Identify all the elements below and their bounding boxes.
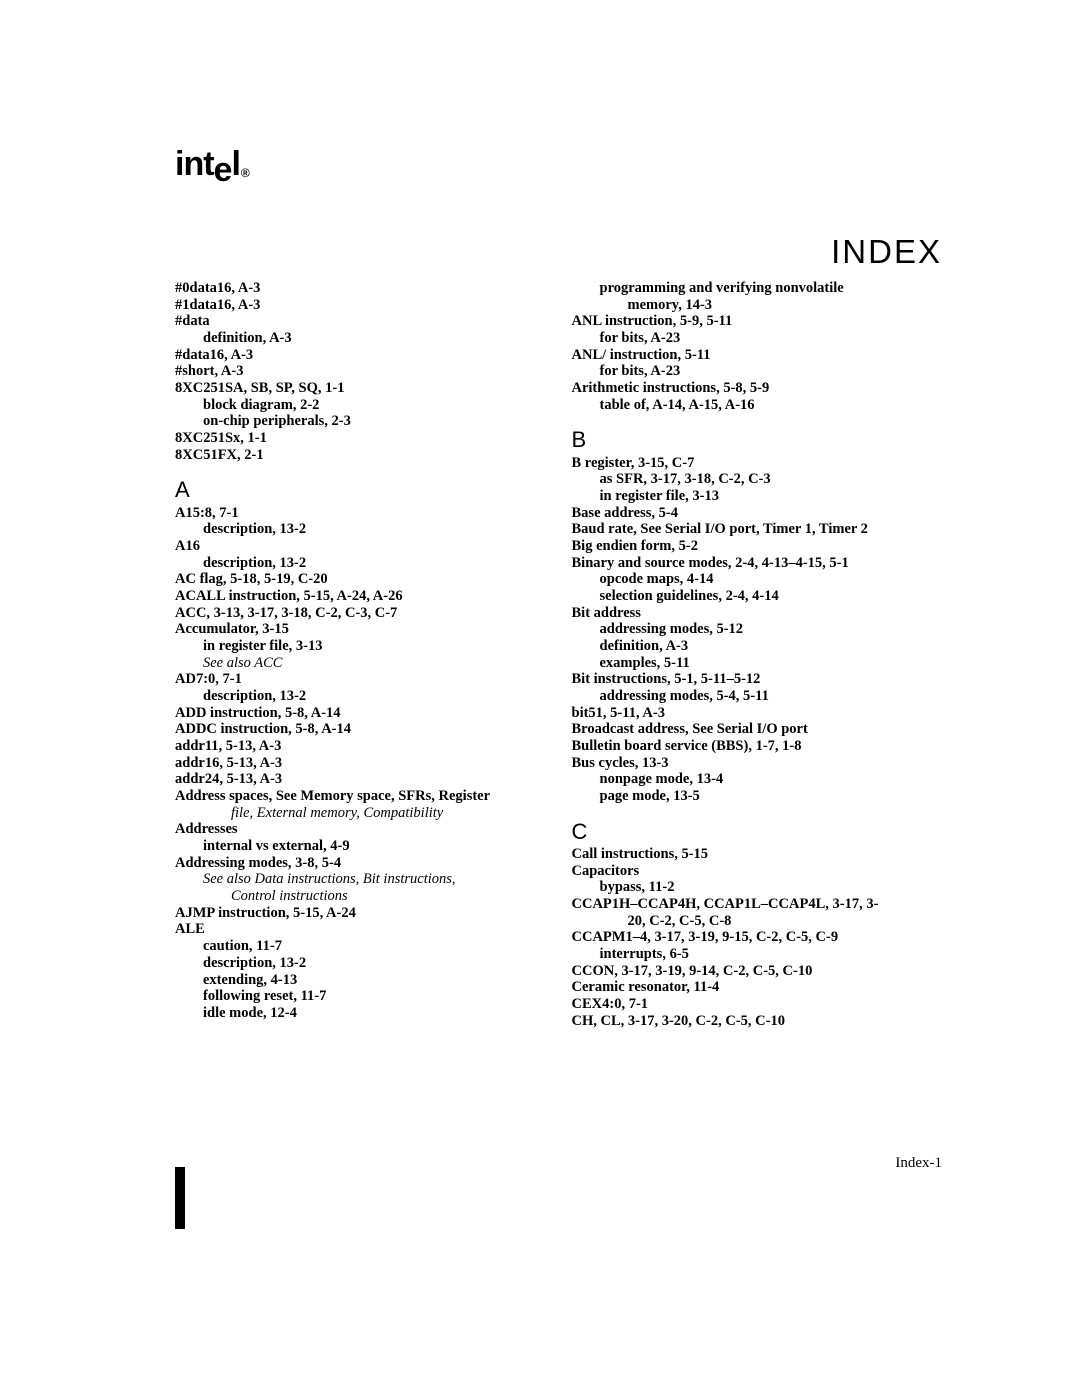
index-line: See also Data instructions, Bit instruct… (203, 871, 546, 888)
index-line: description, 13-2 (203, 955, 546, 972)
index-line: definition, A-3 (600, 638, 943, 655)
index-line: Base address, 5-4 (572, 505, 943, 522)
index-line: Broadcast address, See Serial I/O port (572, 721, 943, 738)
index-line: addressing modes, 5-12 (600, 621, 943, 638)
index-line: A15:8, 7-1 (175, 505, 546, 522)
index-line: B (572, 427, 943, 452)
index-line: bit51, 5-11, A-3 (572, 705, 943, 722)
index-line: CCAPM1–4, 3-17, 3-19, 9-15, C-2, C-5, C-… (572, 929, 943, 946)
index-line: AD7:0, 7-1 (175, 671, 546, 688)
index-line: on-chip peripherals, 2-3 (203, 413, 546, 430)
index-line: for bits, A-23 (600, 363, 943, 380)
index-line: #short, A-3 (175, 363, 546, 380)
index-line: 8XC51FX, 2-1 (175, 447, 546, 464)
page-title: INDEX (831, 233, 942, 271)
intel-logo: intel® (175, 145, 248, 184)
page-number: Index-1 (895, 1155, 942, 1172)
index-line: AC flag, 5-18, 5-19, C-20 (175, 571, 546, 588)
index-line: file, External memory, Compatibility (231, 805, 546, 822)
page: intel® INDEX #0data16, A-3#1data16, A-3#… (0, 0, 1080, 1397)
index-line: examples, 5-11 (600, 655, 943, 672)
index-line: B register, 3-15, C-7 (572, 455, 943, 472)
index-line: Addresses (175, 821, 546, 838)
index-line: ADD instruction, 5-8, A-14 (175, 705, 546, 722)
index-line: following reset, 11-7 (203, 988, 546, 1005)
index-line: internal vs external, 4-9 (203, 838, 546, 855)
index-line: opcode maps, 4-14 (600, 571, 943, 588)
index-line: 8XC251SA, SB, SP, SQ, 1-1 (175, 380, 546, 397)
index-line: description, 13-2 (203, 688, 546, 705)
index-line: Bulletin board service (BBS), 1-7, 1-8 (572, 738, 943, 755)
index-line: description, 13-2 (203, 521, 546, 538)
index-line: CCON, 3-17, 3-19, 9-14, C-2, C-5, C-10 (572, 963, 943, 980)
index-line: programming and verifying nonvolatile (600, 280, 943, 297)
index-line: Arithmetic instructions, 5-8, 5-9 (572, 380, 943, 397)
index-line: See also ACC (203, 655, 546, 672)
index-line: bypass, 11-2 (600, 879, 943, 896)
index-line: ACALL instruction, 5-15, A-24, A-26 (175, 588, 546, 605)
index-line: Accumulator, 3-15 (175, 621, 546, 638)
index-line: #1data16, A-3 (175, 297, 546, 314)
index-line: definition, A-3 (203, 330, 546, 347)
index-line: addr11, 5-13, A-3 (175, 738, 546, 755)
index-line: addressing modes, 5-4, 5-11 (600, 688, 943, 705)
index-line: Call instructions, 5-15 (572, 846, 943, 863)
index-line: AJMP instruction, 5-15, A-24 (175, 905, 546, 922)
index-line: Baud rate, See Serial I/O port, Timer 1,… (572, 521, 943, 538)
index-line: addr16, 5-13, A-3 (175, 755, 546, 772)
side-tab-mark (175, 1167, 185, 1229)
index-line: table of, A-14, A-15, A-16 (600, 397, 943, 414)
index-line: #0data16, A-3 (175, 280, 546, 297)
index-line: idle mode, 12-4 (203, 1005, 546, 1022)
index-line: A16 (175, 538, 546, 555)
index-line: ALE (175, 921, 546, 938)
index-line: interrupts, 6-5 (600, 946, 943, 963)
index-line: #data16, A-3 (175, 347, 546, 364)
index-line: CCAP1H–CCAP4H, CCAP1L–CCAP4L, 3-17, 3- (572, 896, 943, 913)
index-line: Addressing modes, 3-8, 5-4 (175, 855, 546, 872)
index-line: Big endien form, 5-2 (572, 538, 943, 555)
index-line: memory, 14-3 (628, 297, 943, 314)
index-line: Ceramic resonator, 11-4 (572, 979, 943, 996)
index-line: CH, CL, 3-17, 3-20, C-2, C-5, C-10 (572, 1013, 943, 1030)
index-line: block diagram, 2-2 (203, 397, 546, 414)
left-column: #0data16, A-3#1data16, A-3#datadefinitio… (175, 280, 546, 1029)
index-line: 20, C-2, C-5, C-8 (628, 913, 943, 930)
index-line: C (572, 819, 943, 844)
index-columns: #0data16, A-3#1data16, A-3#datadefinitio… (175, 280, 942, 1029)
index-line: A (175, 477, 546, 502)
index-line: nonpage mode, 13-4 (600, 771, 943, 788)
index-line: CEX4:0, 7-1 (572, 996, 943, 1013)
index-line: as SFR, 3-17, 3-18, C-2, C-3 (600, 471, 943, 488)
index-line: ACC, 3-13, 3-17, 3-18, C-2, C-3, C-7 (175, 605, 546, 622)
index-line: caution, 11-7 (203, 938, 546, 955)
index-line: 8XC251Sx, 1-1 (175, 430, 546, 447)
index-line: Address spaces, See Memory space, SFRs, … (175, 788, 546, 805)
index-line: page mode, 13-5 (600, 788, 943, 805)
index-line: extending, 4-13 (203, 972, 546, 989)
index-line: Bus cycles, 13-3 (572, 755, 943, 772)
index-line: in register file, 3-13 (203, 638, 546, 655)
index-line: ANL instruction, 5-9, 5-11 (572, 313, 943, 330)
index-line: Control instructions (231, 888, 546, 905)
index-line: ADDC instruction, 5-8, A-14 (175, 721, 546, 738)
index-line: #data (175, 313, 546, 330)
index-line: ANL/ instruction, 5-11 (572, 347, 943, 364)
index-line: Bit instructions, 5-1, 5-11–5-12 (572, 671, 943, 688)
index-line: Bit address (572, 605, 943, 622)
right-column: programming and verifying nonvolatile me… (572, 280, 943, 1029)
index-line: Binary and source modes, 2-4, 4-13–4-15,… (572, 555, 943, 572)
index-line: in register file, 3-13 (600, 488, 943, 505)
index-line: description, 13-2 (203, 555, 546, 572)
index-line: for bits, A-23 (600, 330, 943, 347)
index-line: addr24, 5-13, A-3 (175, 771, 546, 788)
index-line: Capacitors (572, 863, 943, 880)
index-line: selection guidelines, 2-4, 4-14 (600, 588, 943, 605)
